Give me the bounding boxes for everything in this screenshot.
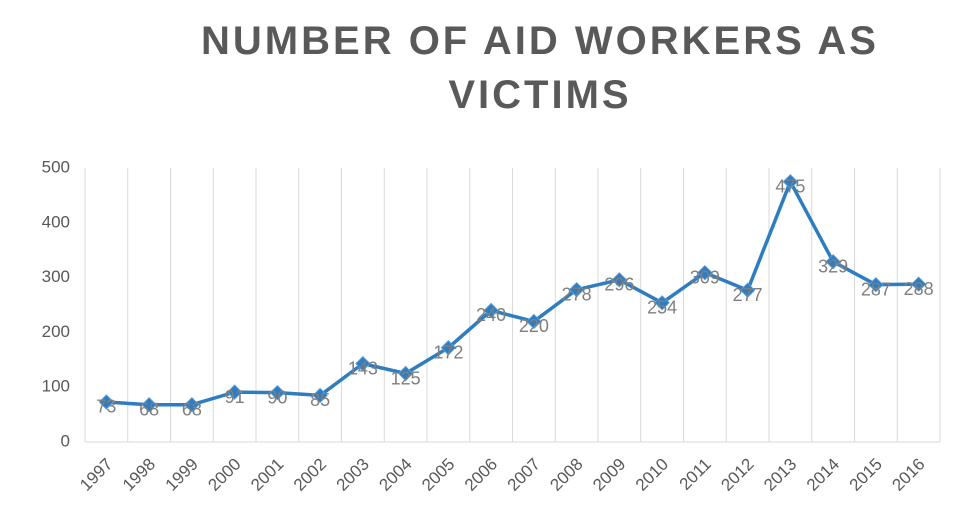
data-label: 240 <box>476 305 506 325</box>
data-label: 278 <box>562 284 592 304</box>
data-label: 73 <box>96 397 116 417</box>
x-tick-label: 1999 <box>162 455 202 495</box>
marker <box>910 276 927 292</box>
x-tick-label: 2001 <box>247 455 287 495</box>
x-tick-label: 2012 <box>717 455 757 495</box>
y-tick-label: 0 <box>61 431 70 450</box>
marker <box>611 272 628 288</box>
marker <box>782 173 799 190</box>
marker <box>868 277 884 293</box>
x-tick-label: 2013 <box>760 455 800 495</box>
marker <box>312 387 328 404</box>
data-label: 288 <box>904 279 934 299</box>
data-label: 309 <box>690 267 720 287</box>
data-label: 329 <box>818 256 848 276</box>
y-tick-label: 300 <box>42 267 70 286</box>
data-label: 125 <box>391 368 421 388</box>
marker <box>98 394 115 410</box>
data-label: 220 <box>519 316 549 336</box>
marker <box>397 365 414 382</box>
marker <box>269 384 286 401</box>
data-label: 475 <box>775 176 805 196</box>
x-tick-label: 2014 <box>803 455 843 495</box>
data-label: 296 <box>604 275 634 295</box>
marker <box>568 281 585 298</box>
x-tick-label: 2000 <box>204 455 244 495</box>
data-label: 143 <box>348 358 378 378</box>
marker <box>141 397 157 413</box>
x-tick-label: 2009 <box>589 455 629 495</box>
x-tick-label: 1997 <box>76 455 116 495</box>
marker <box>526 313 542 330</box>
data-label: 85 <box>310 390 330 410</box>
data-label: 254 <box>647 298 677 318</box>
y-tick-label: 100 <box>42 377 70 396</box>
x-tick-label: 2006 <box>461 455 501 495</box>
data-label: 68 <box>139 399 159 419</box>
x-tick-label: 2010 <box>632 455 672 495</box>
y-tick-label: 400 <box>42 212 70 231</box>
marker <box>825 254 841 270</box>
marker <box>355 355 371 372</box>
data-label: 172 <box>433 342 463 362</box>
data-label: 91 <box>225 387 245 407</box>
data-label: 90 <box>267 387 287 407</box>
marker <box>483 302 499 319</box>
marker <box>440 340 457 356</box>
data-label: 287 <box>861 279 891 299</box>
x-tick-label: 2004 <box>375 455 415 495</box>
x-tick-label: 2003 <box>333 455 373 495</box>
x-tick-label: 2007 <box>504 455 544 495</box>
marker <box>697 264 713 281</box>
marker <box>226 384 243 400</box>
chart-title: NUMBER OF AID WORKERS AS VICTIMS <box>201 19 879 117</box>
x-tick-label: 2016 <box>888 455 928 495</box>
marker <box>739 282 756 298</box>
data-label: 68 <box>182 399 202 419</box>
x-tick-label: 2002 <box>290 455 330 495</box>
x-tick-label: 2005 <box>418 455 458 495</box>
marker <box>184 397 200 413</box>
x-tick-label: 2015 <box>846 455 886 495</box>
y-tick-label: 500 <box>42 157 70 176</box>
x-tick-label: 2011 <box>676 455 715 494</box>
y-tick-label: 200 <box>42 322 70 341</box>
x-tick-label: 2008 <box>546 455 586 495</box>
data-label: 277 <box>733 285 763 305</box>
marker <box>654 295 670 311</box>
x-tick-label: 1998 <box>119 455 159 495</box>
